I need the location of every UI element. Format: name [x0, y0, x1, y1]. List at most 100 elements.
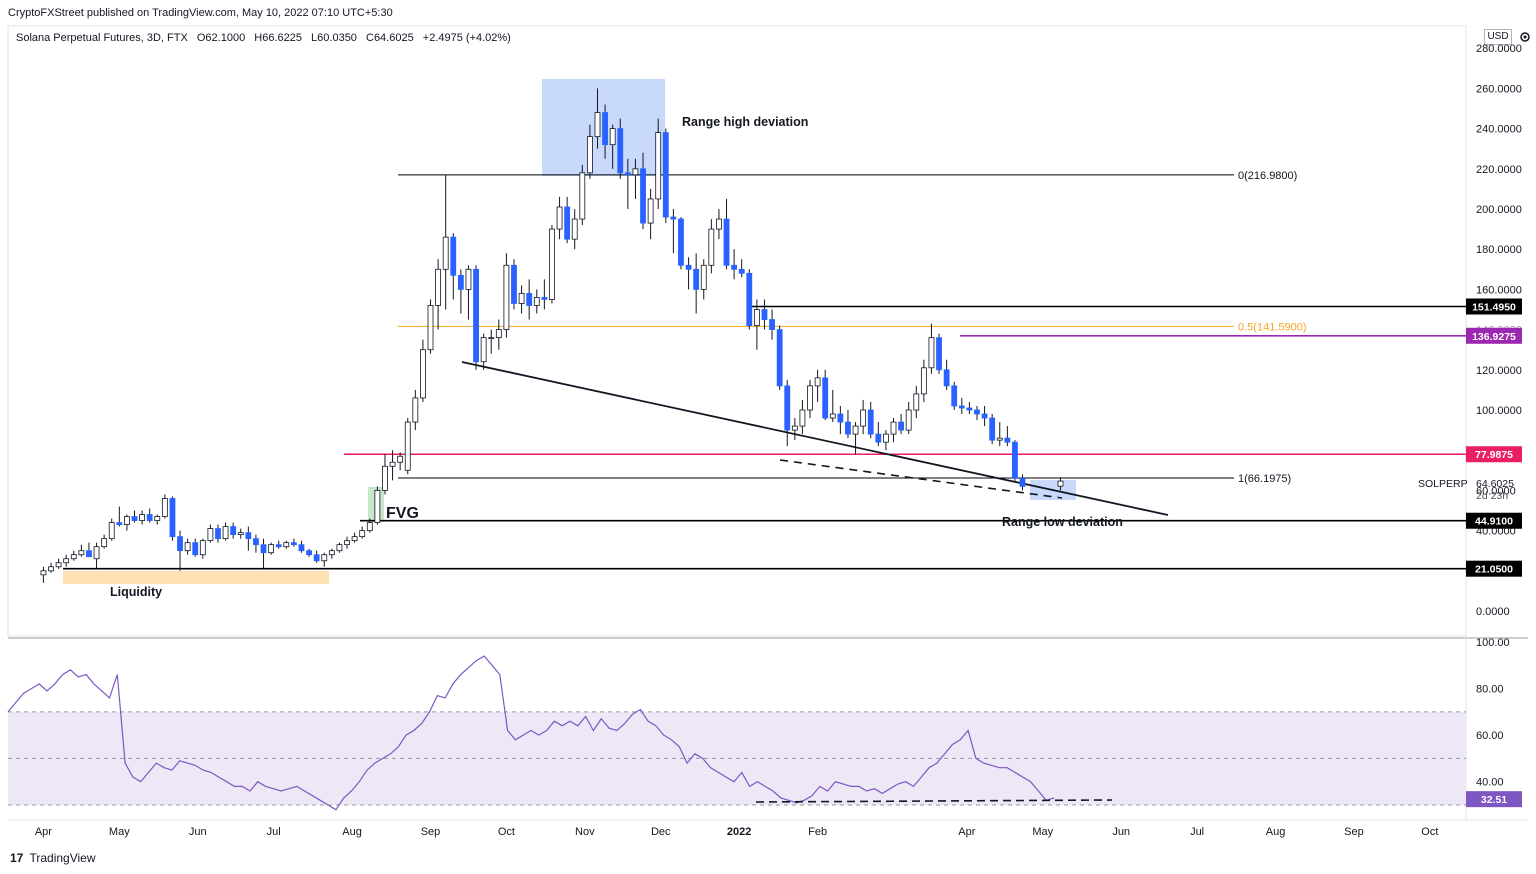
candle-body[interactable]: [40, 570, 47, 576]
candle-body[interactable]: [503, 264, 510, 330]
candle-body[interactable]: [101, 538, 108, 548]
candle-body[interactable]: [761, 309, 768, 320]
candle-body[interactable]: [488, 337, 495, 340]
candle-body[interactable]: [518, 293, 525, 304]
candle-body[interactable]: [974, 409, 980, 415]
candle-body[interactable]: [943, 369, 950, 387]
symbol-name[interactable]: Solana Perpetual Futures, 3D, FTX: [16, 32, 188, 44]
candle-body[interactable]: [268, 544, 275, 554]
candle-body[interactable]: [867, 409, 874, 435]
candle-body[interactable]: [207, 528, 214, 542]
candle-body[interactable]: [996, 437, 1003, 441]
candle-body[interactable]: [473, 268, 479, 363]
candle-body[interactable]: [640, 168, 646, 224]
candle-body[interactable]: [860, 409, 867, 427]
candle-body[interactable]: [336, 544, 343, 552]
candle-body[interactable]: [784, 385, 791, 431]
candle-body[interactable]: [617, 128, 624, 174]
footer-brand[interactable]: TradingView: [29, 851, 96, 865]
candle-body[interactable]: [845, 421, 851, 435]
candle-body[interactable]: [898, 421, 904, 431]
candle-body[interactable]: [769, 319, 775, 330]
candle-body[interactable]: [1004, 437, 1011, 443]
candle-body[interactable]: [579, 172, 586, 220]
candle-body[interactable]: [594, 112, 601, 138]
candle-body[interactable]: [124, 516, 130, 525]
candle-body[interactable]: [799, 409, 806, 427]
candle-body[interactable]: [260, 544, 267, 554]
candle-body[interactable]: [1057, 480, 1064, 487]
candle-body[interactable]: [928, 337, 935, 369]
candle-body[interactable]: [587, 136, 593, 174]
candle-body[interactable]: [427, 305, 434, 351]
candle-body[interactable]: [723, 218, 730, 266]
candle-body[interactable]: [78, 550, 85, 556]
candle-body[interactable]: [883, 433, 889, 443]
candle-body[interactable]: [230, 526, 237, 536]
candle-body[interactable]: [344, 540, 350, 546]
candle-body[interactable]: [700, 264, 707, 290]
candle-body[interactable]: [738, 268, 745, 274]
candle-body[interactable]: [731, 264, 738, 270]
candle-body[interactable]: [412, 397, 419, 423]
candle-body[interactable]: [564, 206, 571, 240]
candle-body[interactable]: [480, 337, 487, 363]
candle-body[interactable]: [313, 554, 320, 562]
candle-body[interactable]: [693, 268, 700, 290]
candle-body[interactable]: [397, 455, 404, 463]
candle-body[interactable]: [822, 377, 829, 419]
candle-body[interactable]: [655, 132, 662, 200]
candle-body[interactable]: [321, 554, 328, 562]
candle-body[interactable]: [632, 168, 639, 176]
candle-body[interactable]: [670, 216, 677, 220]
candle-body[interactable]: [275, 544, 282, 548]
candle-body[interactable]: [382, 465, 388, 491]
candle-body[interactable]: [791, 425, 798, 431]
candle-body[interactable]: [177, 536, 183, 552]
candle-body[interactable]: [624, 172, 631, 176]
candle-body[interactable]: [328, 550, 335, 556]
candle-body[interactable]: [215, 528, 221, 540]
gear-icon[interactable]: [1516, 29, 1534, 45]
candle-body[interactable]: [245, 532, 252, 540]
candle-body[interactable]: [86, 550, 92, 558]
candle-body[interactable]: [807, 385, 813, 411]
candle-body[interactable]: [253, 538, 259, 546]
candle-body[interactable]: [716, 218, 722, 230]
candle-body[interactable]: [55, 562, 62, 568]
candle-body[interactable]: [647, 198, 654, 224]
candle-body[interactable]: [420, 349, 426, 399]
candle-body[interactable]: [936, 337, 942, 371]
candle-body[interactable]: [875, 433, 882, 443]
candle-body[interactable]: [298, 544, 305, 552]
candle-body[interactable]: [116, 522, 123, 525]
candle-body[interactable]: [776, 329, 783, 387]
candle-body[interactable]: [913, 393, 920, 411]
candle-body[interactable]: [1012, 441, 1018, 479]
candle-body[interactable]: [351, 536, 358, 542]
candle-body[interactable]: [746, 272, 753, 326]
candle-body[interactable]: [283, 542, 290, 548]
candle-body[interactable]: [70, 554, 77, 560]
candle-body[interactable]: [951, 385, 958, 407]
candle-body[interactable]: [442, 236, 449, 270]
candle-body[interactable]: [602, 112, 608, 146]
candle-body[interactable]: [237, 532, 244, 536]
candle-body[interactable]: [359, 530, 366, 538]
candle-body[interactable]: [457, 274, 464, 290]
candle-body[interactable]: [222, 526, 229, 540]
candle-body[interactable]: [161, 498, 168, 517]
candle-body[interactable]: [920, 367, 927, 395]
candle-body[interactable]: [139, 514, 145, 521]
candle-body[interactable]: [678, 218, 684, 266]
candle-body[interactable]: [533, 297, 540, 306]
candle-body[interactable]: [146, 514, 153, 521]
candle-body[interactable]: [108, 522, 115, 540]
candle-body[interactable]: [829, 413, 836, 419]
candle-body[interactable]: [389, 461, 396, 467]
candle-body[interactable]: [989, 417, 996, 441]
candle-body[interactable]: [192, 542, 199, 556]
candle-body[interactable]: [837, 413, 844, 423]
candle-body[interactable]: [556, 206, 563, 230]
